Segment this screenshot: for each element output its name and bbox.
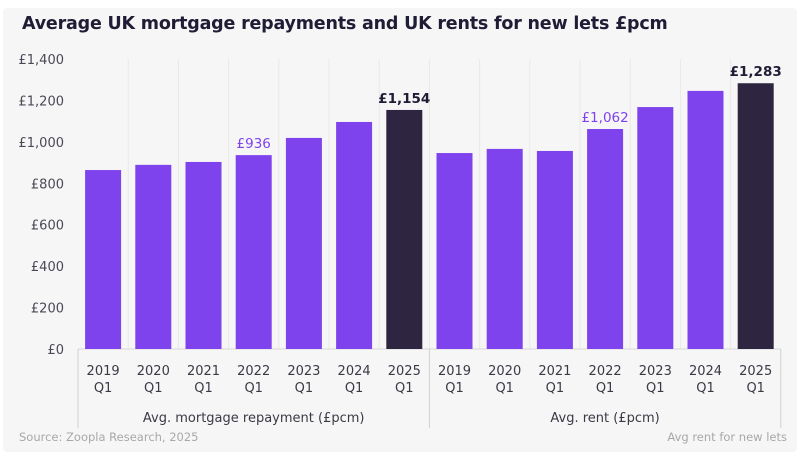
bar [85, 170, 122, 349]
y-tick-label: £1,200 [19, 94, 65, 109]
bar [536, 150, 573, 349]
bar [285, 137, 322, 349]
y-tick-label: £400 [31, 260, 64, 275]
x-tick-year: 2024 [338, 364, 371, 379]
bar [135, 164, 172, 349]
y-tick-label: £1,400 [19, 53, 65, 68]
x-tick-quarter: Q1 [295, 381, 314, 396]
x-tick-year: 2025 [388, 364, 421, 379]
y-tick-label: £600 [31, 219, 64, 234]
x-tick-year: 2024 [689, 364, 722, 379]
x-tick-quarter: Q1 [395, 381, 414, 396]
x-tick-quarter: Q1 [546, 381, 565, 396]
x-tick-quarter: Q1 [94, 381, 113, 396]
data-label: £1,154 [378, 91, 430, 107]
x-tick-year: 2023 [639, 364, 672, 379]
x-tick-year: 2025 [739, 364, 772, 379]
x-tick-year: 2022 [237, 364, 270, 379]
bar [386, 109, 423, 349]
data-label: £1,283 [730, 64, 782, 80]
group-label: Avg. rent (£pcm) [550, 411, 659, 426]
x-tick-year: 2021 [538, 364, 571, 379]
y-tick-label: £800 [31, 177, 64, 192]
data-label: £936 [237, 136, 271, 152]
x-tick-year: 2020 [488, 364, 521, 379]
x-tick-quarter: Q1 [596, 381, 615, 396]
bar [587, 129, 624, 349]
x-tick-quarter: Q1 [244, 381, 263, 396]
x-tick-year: 2023 [287, 364, 320, 379]
x-tick-quarter: Q1 [646, 381, 665, 396]
group-label: Avg. mortgage repayment (£pcm) [143, 411, 365, 426]
bar [336, 121, 373, 349]
x-tick-quarter: Q1 [696, 381, 715, 396]
footnote: Avg rent for new lets [667, 430, 787, 444]
bar [737, 83, 774, 349]
x-tick-quarter: Q1 [495, 381, 514, 396]
x-tick-quarter: Q1 [144, 381, 163, 396]
y-tick-label: £0 [47, 343, 64, 358]
bar [687, 90, 724, 350]
x-tick-year: 2022 [589, 364, 622, 379]
y-tick-label: £1,000 [19, 136, 65, 151]
x-tick-quarter: Q1 [345, 381, 364, 396]
x-tick-quarter: Q1 [194, 381, 213, 396]
source-note: Source: Zoopla Research, 2025 [19, 430, 199, 444]
bar [486, 148, 523, 349]
bar [637, 107, 674, 349]
y-tick-label: £200 [31, 302, 64, 317]
x-tick-quarter: Q1 [746, 381, 765, 396]
x-tick-quarter: Q1 [445, 381, 464, 396]
x-tick-year: 2019 [438, 364, 471, 379]
data-label: £1,062 [581, 110, 628, 126]
bar [436, 153, 473, 349]
chart-title: Average UK mortgage repayments and UK re… [22, 14, 668, 34]
x-tick-year: 2020 [137, 364, 170, 379]
x-tick-year: 2019 [87, 364, 120, 379]
bar [235, 155, 272, 349]
x-tick-year: 2021 [187, 364, 220, 379]
bar [185, 161, 222, 349]
